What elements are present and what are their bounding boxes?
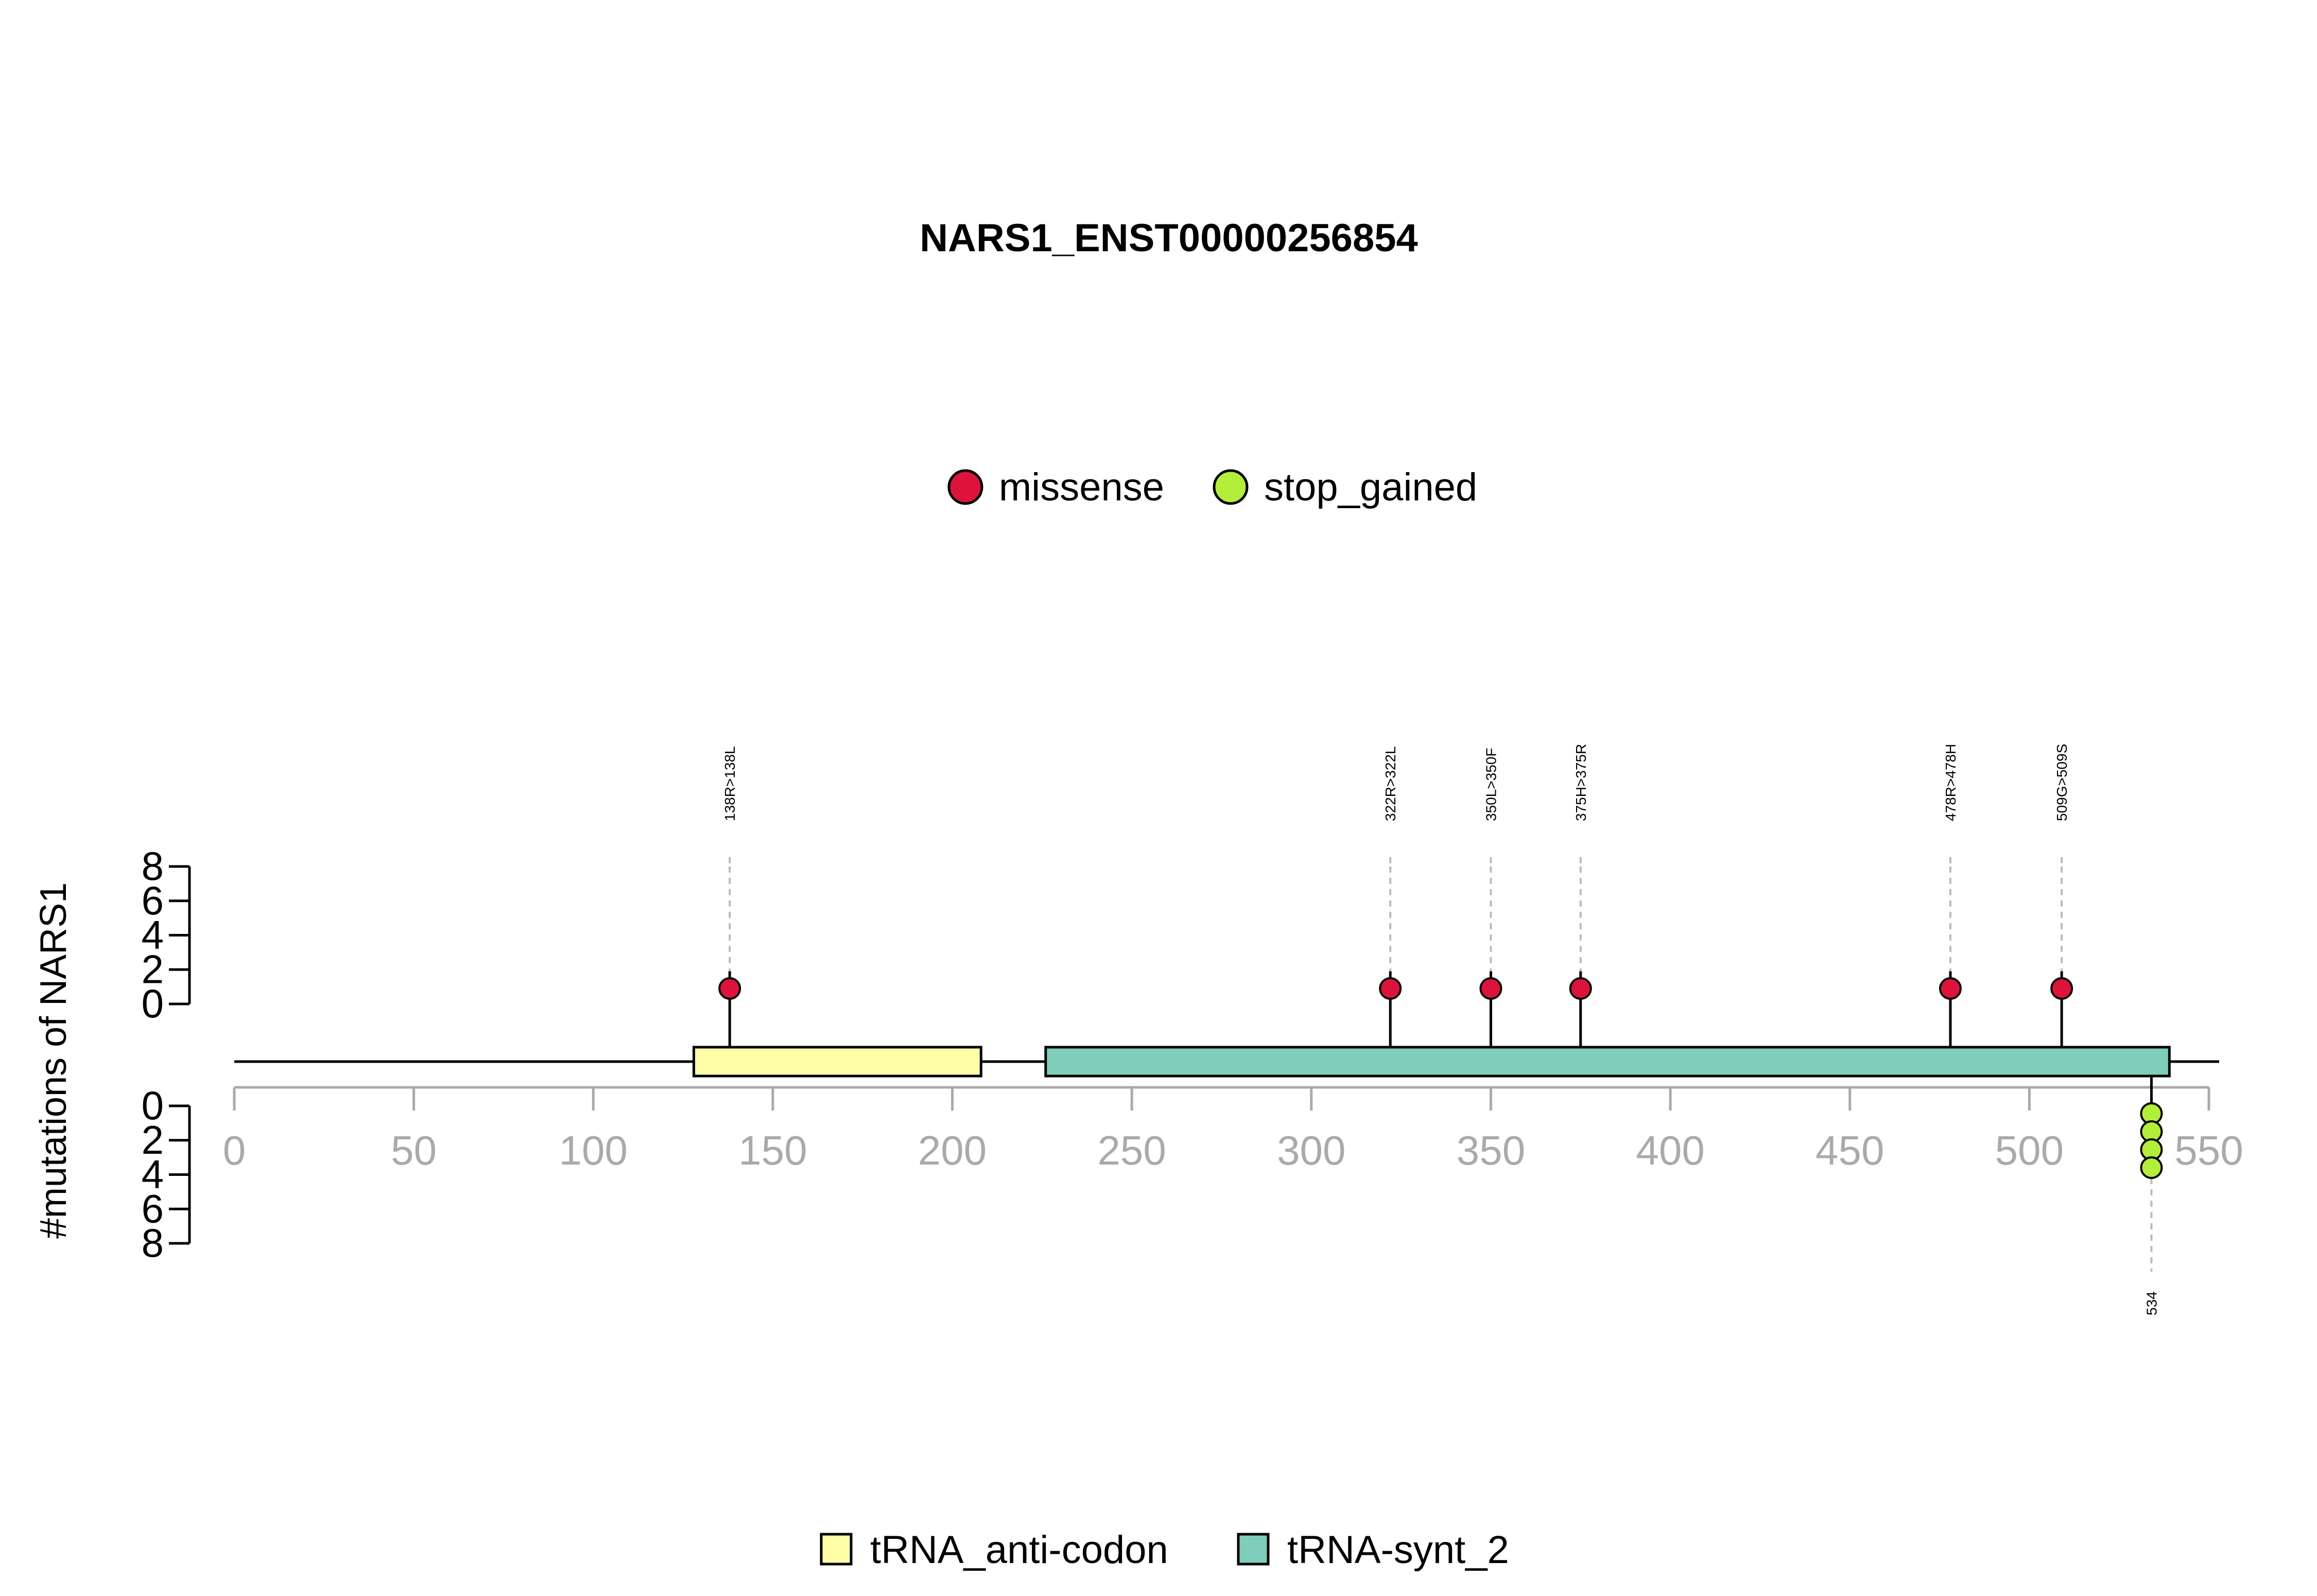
x-tick-label: 100 (559, 1127, 628, 1173)
lollipop-head-missense (2050, 977, 2073, 1000)
x-tick-label: 550 (2174, 1127, 2243, 1173)
x-tick-label: 350 (1457, 1127, 1525, 1173)
mutation-label: 322R>322L (1382, 746, 1398, 821)
domain-legend-label-tRNA-synt_2: tRNA-synt_2 (1287, 1528, 1509, 1572)
lollipop-head-missense (1569, 977, 1592, 1000)
lollipop-head-missense (1379, 977, 1402, 1000)
x-tick-label: 150 (738, 1127, 807, 1173)
lollipop-head-missense (1479, 977, 1502, 1000)
mutation-label: 375H>375R (1573, 744, 1589, 821)
protein-track (234, 1046, 2219, 1078)
y-tick-label-lower: 0 (142, 1083, 164, 1128)
x-tick-label: 250 (1097, 1127, 1166, 1173)
y-tick-label-upper: 6 (142, 878, 164, 923)
y-tick-label-lower: 4 (142, 1152, 164, 1197)
chart-title: NARS1_ENST00000256854 (920, 216, 1418, 260)
y-tick-label-upper: 2 (142, 946, 164, 992)
domain-tRNA_anti-codon (693, 1046, 982, 1078)
x-tick-label: 50 (391, 1127, 437, 1173)
legend-label-missense: missense (999, 465, 1164, 509)
x-tick-label: 400 (1636, 1127, 1704, 1173)
x-tick-label: 0 (223, 1127, 246, 1173)
lollipop-heads (718, 977, 2163, 1179)
y-tick-label-upper: 0 (142, 981, 164, 1026)
lollipop-head-missense (1939, 977, 1962, 1000)
domain-legend-label-tRNA_anti-codon: tRNA_anti-codon (870, 1528, 1168, 1572)
x-tick-label: 500 (1995, 1127, 2064, 1173)
mutation-label: 534 (2143, 1291, 2159, 1315)
y-tick-label-upper: 4 (142, 912, 164, 958)
x-tick-label: 450 (1815, 1127, 1884, 1173)
legend-swatch-missense (947, 469, 983, 505)
y-tick-label-lower: 6 (142, 1186, 164, 1231)
mutation-label: 478R>478H (1943, 744, 1959, 821)
mutation-legend: missense stop_gained (947, 465, 1477, 509)
domain-legend: tRNA_anti-codon tRNA-synt_2 (820, 1528, 1509, 1572)
domain-legend-swatch-tRNA-synt_2 (1237, 1533, 1270, 1566)
legend-swatch-stop_gained (1213, 469, 1249, 505)
domain-legend-swatch-tRNA_anti-codon (820, 1533, 853, 1566)
y-tick-label-upper: 8 (142, 843, 164, 889)
mutation-label: 350L>350F (1483, 748, 1499, 821)
mutation-label: 509G>509S (2054, 744, 2070, 821)
lollipop-head-missense (718, 977, 741, 1000)
legend-label-stop_gained: stop_gained (1264, 465, 1477, 509)
domain-tRNA-synt_2 (1044, 1046, 2171, 1078)
lollipops: 138R>138L 322R>322L 350L>350F 375H>375R 478R… (722, 744, 2159, 1315)
y-tick-label-lower: 8 (142, 1220, 164, 1265)
x-tick-label: 300 (1277, 1127, 1345, 1173)
y-axis-label: #mutations of NARS1 (33, 882, 74, 1239)
mutation-label: 138R>138L (722, 746, 738, 821)
y-tick-label-lower: 2 (142, 1117, 164, 1163)
x-tick-label: 200 (918, 1127, 987, 1173)
x-axis: 0 50 100 150 200 250 300 350 400 450 500 550 (223, 1086, 2243, 1173)
lollipop-head-stop_gained (2140, 1156, 2163, 1179)
